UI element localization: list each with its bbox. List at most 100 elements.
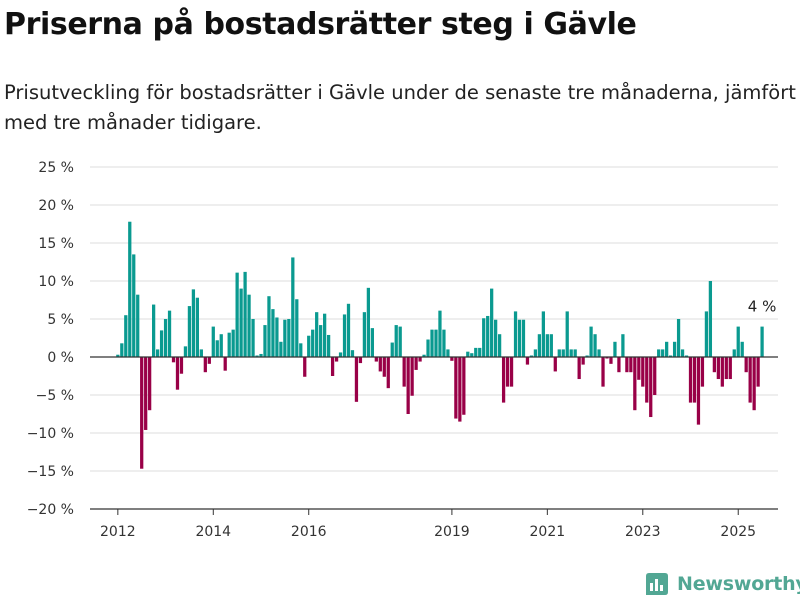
- bar: [513, 311, 518, 357]
- bar: [140, 357, 144, 469]
- bar: [239, 288, 243, 357]
- bar: [601, 357, 605, 387]
- bar: [354, 357, 359, 402]
- bar: [676, 319, 681, 357]
- bar: [358, 357, 363, 364]
- bar: [581, 357, 585, 365]
- bar: [521, 319, 526, 357]
- bar: [736, 326, 740, 357]
- y-tick-label: −20 %: [27, 502, 74, 518]
- bar: [394, 325, 398, 357]
- bar: [334, 357, 339, 362]
- bar: [494, 319, 498, 357]
- bar: [390, 342, 394, 357]
- bar: [426, 339, 430, 357]
- bar: [132, 254, 136, 357]
- bar: [330, 357, 335, 376]
- bar: [680, 349, 685, 357]
- bar: [466, 351, 470, 357]
- bar: [561, 349, 565, 357]
- bar: [509, 357, 514, 387]
- y-tick-label: 15 %: [38, 236, 74, 252]
- bar: [529, 355, 534, 357]
- bar: [402, 357, 406, 387]
- bar: [283, 319, 287, 357]
- bar: [593, 334, 597, 357]
- bar-chart-logo-icon: [646, 573, 668, 595]
- bar: [704, 311, 709, 357]
- y-tick-label: 20 %: [38, 198, 74, 214]
- bar: [263, 325, 267, 357]
- bar: [613, 341, 617, 357]
- y-tick-label: 0 %: [47, 350, 74, 366]
- bar: [275, 317, 279, 357]
- bar: [454, 357, 458, 419]
- bar: [247, 294, 251, 357]
- bar: [370, 328, 374, 357]
- bar: [410, 357, 414, 396]
- bar: [625, 357, 629, 373]
- x-tick-label: 2025: [720, 524, 756, 540]
- bar: [271, 309, 275, 357]
- x-axis: 2012 2014 2016 2019 2021 2023 2025: [90, 356, 778, 540]
- y-tick-label: −15 %: [27, 464, 74, 480]
- bar: [279, 341, 283, 357]
- bar: [696, 357, 701, 425]
- bar: [486, 315, 490, 357]
- bar: [645, 357, 649, 403]
- bar: [418, 357, 422, 362]
- bar: [661, 349, 665, 357]
- bar: [171, 357, 176, 363]
- bar: [148, 357, 152, 411]
- bar: [684, 355, 689, 357]
- bar: [692, 357, 697, 403]
- bar: [346, 303, 351, 357]
- bar: [267, 296, 271, 357]
- bar: [649, 357, 653, 418]
- bar: [716, 357, 720, 380]
- bar: [728, 357, 732, 380]
- bar: [211, 326, 215, 357]
- bar: [752, 357, 756, 411]
- bar: [501, 357, 506, 403]
- bar: [577, 357, 581, 380]
- bar: [366, 287, 371, 357]
- bar: [303, 357, 307, 377]
- bar: [700, 357, 705, 387]
- bar: [573, 349, 577, 357]
- bar: [398, 326, 402, 357]
- x-tick-label: 2016: [291, 524, 327, 540]
- bar: [633, 357, 637, 411]
- bar: [533, 349, 538, 357]
- bar: [629, 357, 633, 373]
- bar: [478, 347, 482, 357]
- bar: [720, 357, 724, 387]
- bar: [517, 319, 522, 357]
- bar: [155, 349, 160, 357]
- bar: [470, 353, 474, 357]
- chart-title: Priserna på bostadsrätter steg i Gävle: [4, 7, 637, 42]
- bar: [124, 315, 128, 357]
- bar: [557, 349, 561, 357]
- last-value-label: 4 %: [748, 298, 777, 316]
- bar: [295, 299, 299, 357]
- bar: [422, 354, 426, 357]
- bar: [315, 312, 319, 357]
- bar: [307, 335, 311, 357]
- bar: [740, 341, 744, 357]
- bar: [665, 341, 669, 357]
- bar: [406, 357, 410, 414]
- chart-subtitle: Prisutveckling för bostadsrätter i Gävle…: [4, 81, 796, 134]
- bar: [319, 325, 323, 357]
- bar: [732, 349, 736, 357]
- bar: [287, 319, 291, 357]
- bar: [621, 334, 625, 357]
- annotations: 4 %: [748, 298, 777, 316]
- bar: [120, 343, 124, 357]
- bar: [215, 340, 219, 357]
- bar: [744, 357, 748, 373]
- bar: [545, 334, 549, 357]
- bar: [374, 357, 378, 362]
- bar: [163, 319, 168, 357]
